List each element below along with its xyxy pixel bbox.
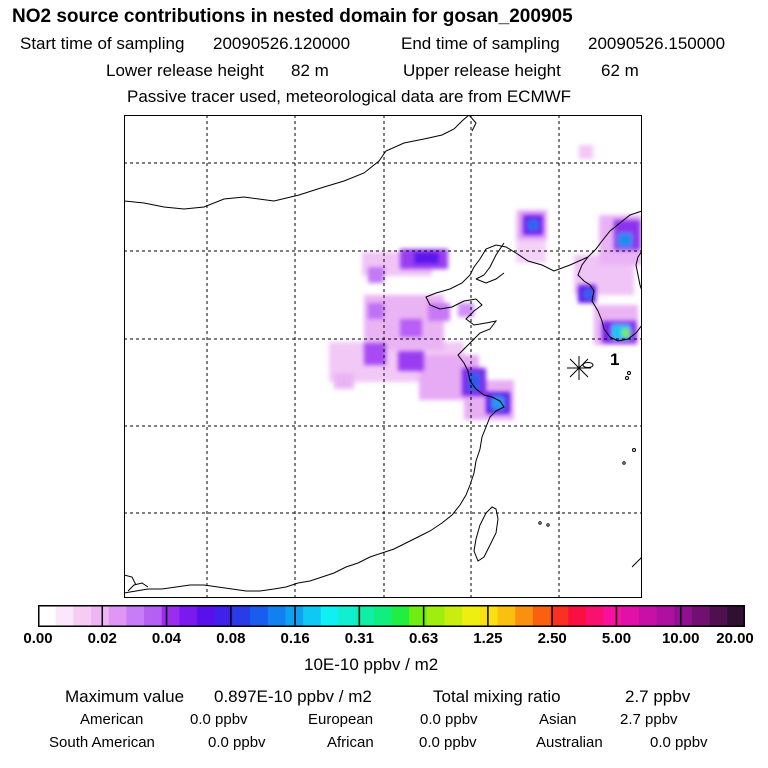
total-mixing-label: Total mixing ratio [433, 687, 561, 706]
colorbar-segment [479, 605, 499, 627]
colorbar-segment [709, 605, 728, 627]
region-name: Australian [536, 734, 603, 751]
colorbar-tick-label: 0.16 [280, 630, 310, 647]
colorbar-tick-label: 0.08 [216, 630, 246, 647]
colorbar-tick-label: 2.50 [537, 630, 567, 647]
region-name: Asian [539, 711, 577, 728]
end-time-value: 20090526.150000 [588, 34, 726, 53]
region-value: 2.7 ppbv [620, 711, 678, 728]
region-name: European [308, 711, 374, 728]
colorbar-segment [691, 605, 711, 627]
map-panel: 1 [124, 115, 642, 598]
colorbar-segment [727, 605, 745, 627]
colorbar-segment [497, 605, 516, 627]
colorbar-segment [426, 605, 446, 627]
upper-height-value: 62 m [601, 61, 639, 80]
max-value-label: Maximum value [65, 687, 185, 706]
region-value: 0.0 ppbv [419, 734, 477, 751]
colorbar-segment [303, 605, 322, 627]
colorbar-segment [550, 605, 569, 627]
colorbar-segment [91, 605, 110, 627]
colorbar-segment [55, 605, 74, 627]
region-name: South American [49, 734, 155, 751]
colorbar-tick-label: 1.25 [473, 630, 503, 647]
colorbar-tick-label: 0.00 [23, 630, 53, 647]
colorbar-segment [108, 605, 127, 627]
region-value: 0.0 ppbv [420, 711, 478, 728]
colorbar-segment [179, 605, 198, 627]
concentration-hotspots [364, 215, 640, 414]
colorbar-tick-label: 0.63 [409, 630, 439, 647]
colorbar-segment [515, 605, 534, 627]
colorbar-tick-label: 0.02 [87, 630, 117, 647]
colorbar-tick-label: 5.00 [601, 630, 632, 647]
colorbar [38, 605, 745, 627]
figure-title: NO2 source contributions in nested domai… [12, 6, 573, 27]
total-mixing-value: 2.7 ppbv [625, 687, 691, 706]
colorbar-segment [250, 605, 269, 627]
colorbar-segment [126, 605, 145, 627]
colorbar-segment [320, 605, 339, 627]
colorbar-segment [144, 605, 163, 627]
colorbar-tick-label: 0.04 [151, 630, 182, 647]
lower-height-value: 82 m [291, 61, 329, 80]
graticule [124, 115, 642, 598]
colorbar-tick-label: 20.00 [716, 630, 754, 647]
receptor-label: 1 [610, 350, 619, 369]
colorbar-segment [409, 605, 428, 627]
colorbar-segment [38, 605, 57, 627]
max-value: 0.897E-10 ppbv / m2 [214, 687, 372, 706]
colorbar-tick-label: 0.31 [344, 630, 374, 647]
colorbar-segment [391, 605, 410, 627]
colorbar-segment [603, 605, 622, 627]
colorbar-segment [585, 605, 605, 627]
start-time-value: 20090526.120000 [213, 34, 351, 53]
region-value: 0.0 ppbv [190, 711, 248, 728]
colorbar-segment [267, 605, 286, 627]
colorbar-segment [356, 605, 375, 627]
colorbar-units: 10E-10 ppbv / m2 [304, 655, 439, 674]
tracer-note: Passive tracer used, meteorological data… [127, 87, 572, 106]
colorbar-border [38, 605, 745, 627]
colorbar-segment [638, 605, 658, 627]
colorbar-segment [674, 605, 693, 627]
region-name: American [80, 711, 144, 728]
colorbar-segment [568, 605, 587, 627]
coastlines [124, 115, 642, 594]
colorbar-segment [232, 605, 251, 627]
colorbar-segment [338, 605, 357, 627]
colorbar-segment [73, 605, 92, 627]
region-value: 0.0 ppbv [650, 734, 708, 751]
end-time-label: End time of sampling [401, 34, 560, 53]
region-name: African [327, 734, 374, 751]
colorbar-segment [532, 605, 552, 627]
colorbar-segment [197, 605, 216, 627]
receptor-marker [567, 356, 591, 380]
start-time-label: Start time of sampling [20, 34, 185, 53]
colorbar-segment [621, 605, 640, 627]
colorbar-segment [444, 605, 463, 627]
colorbar-segment [214, 605, 233, 627]
colorbar-segment [656, 605, 675, 627]
upper-height-label: Upper release height [403, 61, 561, 80]
colorbar-segment [161, 605, 180, 627]
region-value: 0.0 ppbv [208, 734, 266, 751]
colorbar-tick-label: 10.00 [661, 630, 700, 647]
colorbar-segment [373, 605, 392, 627]
lower-height-label: Lower release height [106, 61, 264, 80]
colorbar-segment [462, 605, 481, 627]
